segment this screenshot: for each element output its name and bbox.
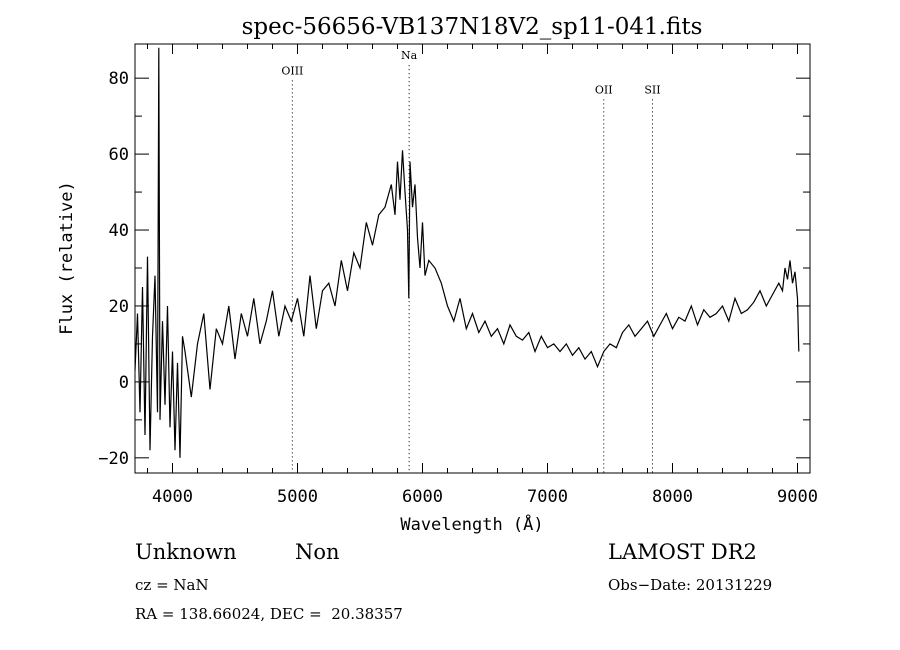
- x-tick-label: 8000: [652, 487, 693, 507]
- y-tick-label: −20: [98, 449, 129, 469]
- spectral-lines: OIII Na OII SII: [281, 49, 661, 473]
- spectral-line-label: OIII: [281, 64, 303, 77]
- spectral-subclass: Non: [295, 540, 340, 564]
- axis-ticks: 4000 5000 6000 7000 8000 9000 −20 0 20 40 60 80: [98, 44, 818, 507]
- flux-series-line: [134, 47, 800, 458]
- y-axis-label: Flux (relative): [57, 181, 77, 335]
- plot-frame: [134, 43, 811, 474]
- y-tick-label: 60: [109, 145, 129, 165]
- spectral-line-label: OII: [595, 83, 613, 96]
- x-tick-label: 6000: [402, 487, 443, 507]
- x-axis-label: Wavelength (Å): [400, 513, 543, 535]
- ra-dec-coordinates: RA = 138.66024, DEC = 20.38357: [135, 605, 403, 623]
- y-tick-label: 20: [109, 297, 129, 317]
- x-tick-label: 7000: [527, 487, 568, 507]
- redshift-cz: cz = NaN: [135, 576, 209, 594]
- survey-name: LAMOST DR2: [608, 540, 757, 564]
- y-tick-label: 80: [109, 69, 129, 89]
- y-tick-label: 40: [109, 221, 129, 241]
- spectral-class: Unknown: [135, 540, 237, 564]
- spectral-line-label: Na: [401, 49, 418, 62]
- x-tick-label: 4000: [152, 487, 193, 507]
- chart-title: spec-56656-VB137N18V2_sp11-041.fits: [242, 14, 703, 40]
- x-tick-label: 9000: [777, 487, 818, 507]
- spectral-line-label: SII: [644, 83, 660, 96]
- y-tick-label: 0: [119, 373, 129, 393]
- x-tick-label: 5000: [277, 487, 318, 507]
- observation-date: Obs−Date: 20131229: [608, 576, 773, 594]
